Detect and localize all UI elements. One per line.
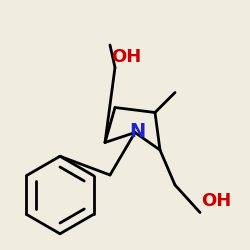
Text: OH: OH — [111, 48, 142, 66]
Text: N: N — [130, 122, 146, 141]
Text: OH: OH — [201, 192, 232, 210]
